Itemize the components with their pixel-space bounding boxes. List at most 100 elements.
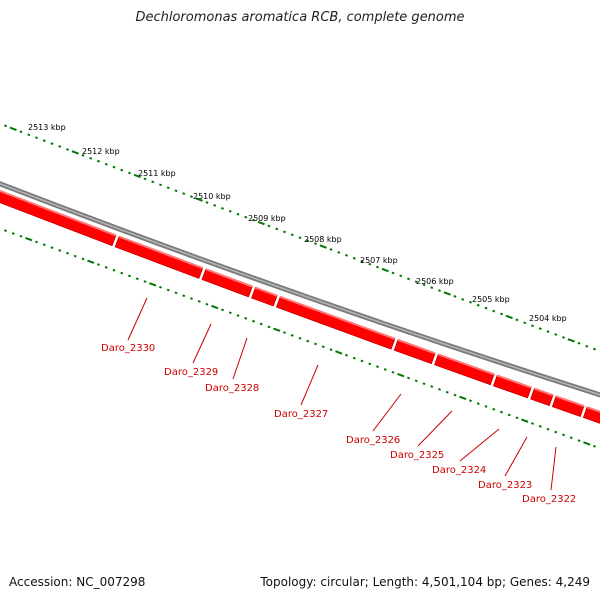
outer-tick <box>257 220 265 226</box>
inner-tick <box>267 325 271 329</box>
outer-tick <box>190 195 193 198</box>
inner-tick <box>221 308 224 312</box>
inner-tick <box>25 236 33 242</box>
inner-tick <box>554 430 558 434</box>
kbp-label: 2506 kbp <box>416 277 454 286</box>
inner-tick <box>81 257 85 261</box>
outer-tick <box>500 312 503 316</box>
outer-tick <box>546 330 550 333</box>
outer-tick <box>314 242 317 245</box>
inner-tick <box>459 395 467 401</box>
gene-label-leader <box>504 436 528 477</box>
outer-tick <box>27 133 31 137</box>
inner-tick <box>521 418 529 423</box>
gene-block-edge <box>555 395 585 408</box>
inner-tick <box>314 342 317 346</box>
outer-tick <box>360 259 364 263</box>
kbp-label: 2505 kbp <box>472 295 510 304</box>
outer-tick <box>89 156 93 160</box>
inner-tick <box>228 311 232 315</box>
inner-tick <box>120 271 124 275</box>
outer-tick <box>159 183 162 187</box>
outer-tick <box>469 300 472 304</box>
kbp-label: 2509 kbp <box>248 214 286 223</box>
outer-tick <box>523 321 527 325</box>
inner-tick <box>35 240 38 244</box>
outer-tick <box>195 197 203 202</box>
inner-tick <box>306 339 310 343</box>
kbp-label: 2508 kbp <box>304 235 342 244</box>
inner-tick <box>205 302 209 306</box>
outer-tick <box>531 324 534 328</box>
kbp-label-group: 2513 kbp 2512 kbp 2511 kbp 2510 kbp 2509 kbp… <box>28 123 567 323</box>
gene-label: Daro_2324 <box>432 465 486 476</box>
inner-tick <box>476 402 480 405</box>
outer-tick <box>182 192 186 196</box>
outer-tick <box>345 254 348 257</box>
outer-tick <box>290 233 294 237</box>
inner-tick <box>453 393 457 397</box>
inner-tick <box>583 441 591 446</box>
inner-tick <box>128 274 131 278</box>
gene-block-edge <box>255 286 278 297</box>
inner-tick <box>352 356 356 360</box>
inner-tick <box>19 234 23 238</box>
inner-tick <box>211 304 219 310</box>
inner-tick <box>531 422 534 425</box>
outer-tick <box>9 126 17 132</box>
inner-tick <box>507 413 511 417</box>
outer-tick <box>562 336 565 339</box>
inner-tick <box>97 263 100 266</box>
genome-summary-text: Topology: circular; Length: 4,501,104 bp… <box>260 575 590 589</box>
outer-tick <box>174 189 178 193</box>
outer-tick <box>407 277 410 281</box>
outer-tick <box>133 173 141 179</box>
inner-tick <box>159 285 162 289</box>
outer-tick <box>376 265 379 269</box>
inner-tick <box>11 232 15 235</box>
inner-tick <box>407 376 410 380</box>
outer-tick <box>319 244 327 249</box>
kbp-label: 2504 kbp <box>529 314 567 323</box>
inner-tick <box>414 379 418 383</box>
gene-block-edge <box>205 268 253 288</box>
gene-label-leader <box>372 393 402 432</box>
outer-tick <box>554 333 558 336</box>
outer-tick <box>337 251 341 254</box>
inner-tick <box>329 348 333 351</box>
outer-tick <box>461 298 465 301</box>
outer-tick <box>352 256 356 260</box>
inner-tick <box>190 297 193 300</box>
outer-tick <box>567 338 575 343</box>
outer-tick-ring <box>4 124 596 351</box>
accession-text: Accession: NC_007298 <box>9 575 146 589</box>
gene-block <box>492 374 532 399</box>
inner-tick <box>87 259 95 264</box>
outer-tick <box>244 215 248 219</box>
outer-tick <box>306 239 310 243</box>
outer-tick <box>104 162 108 166</box>
inner-tick <box>445 390 449 394</box>
outer-tick <box>143 177 147 181</box>
outer-tick <box>19 130 23 134</box>
inner-tick <box>422 382 426 386</box>
outer-tick <box>71 150 79 155</box>
gene-block-edge <box>533 387 554 397</box>
inner-tick <box>515 416 519 420</box>
outer-tick <box>368 262 372 266</box>
outer-tick <box>381 267 389 273</box>
kbp-label: 2512 kbp <box>82 147 120 156</box>
inner-tick <box>104 266 108 269</box>
gene-label-leader <box>550 446 557 491</box>
gene-label-leader <box>192 323 212 364</box>
gene-label: Daro_2326 <box>346 435 400 446</box>
inner-tick <box>42 243 46 247</box>
inner-tick <box>236 314 240 317</box>
inner-tick <box>298 336 302 340</box>
gene-block <box>0 190 117 247</box>
outer-tick <box>414 280 418 284</box>
outer-tick <box>298 236 302 240</box>
outer-tick <box>391 271 395 275</box>
inner-tick <box>166 288 170 292</box>
outer-tick <box>50 142 54 145</box>
